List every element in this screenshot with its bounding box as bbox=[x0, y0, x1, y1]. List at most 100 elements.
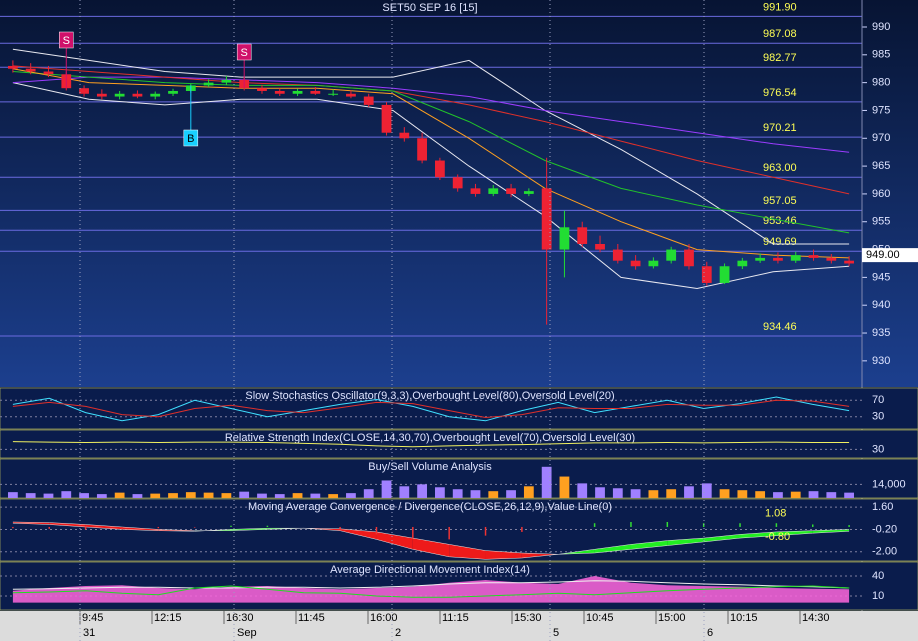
candle-body bbox=[826, 257, 837, 261]
date-label: Sep bbox=[237, 627, 257, 639]
macd-ribbon bbox=[340, 528, 377, 540]
y-tick-label: 945 bbox=[872, 271, 890, 283]
time-label: 16:00 bbox=[370, 612, 398, 624]
volume-bar bbox=[470, 490, 481, 498]
macd-ribbon bbox=[231, 528, 268, 531]
macd-value-label: 1.08 bbox=[765, 507, 786, 519]
volume-bar bbox=[577, 483, 588, 498]
time-label: 15:30 bbox=[514, 612, 542, 624]
candle-body bbox=[168, 90, 178, 94]
candle-body bbox=[577, 227, 588, 244]
moving-average bbox=[12, 65, 850, 195]
candle-body bbox=[790, 255, 801, 261]
candle-body bbox=[701, 266, 712, 283]
volume-bar bbox=[363, 489, 374, 498]
volume-bar bbox=[132, 494, 143, 498]
signal-marker bbox=[183, 129, 199, 147]
candle-body bbox=[8, 65, 18, 69]
candle-body bbox=[221, 79, 232, 83]
date-label: 31 bbox=[83, 627, 95, 639]
volume-bar bbox=[506, 490, 516, 498]
candle-body bbox=[381, 104, 392, 133]
band-lower bbox=[12, 82, 850, 290]
y-tick-label: 970 bbox=[872, 132, 890, 144]
volume-bar bbox=[559, 476, 570, 498]
level-label: 976.54 bbox=[763, 87, 797, 99]
volume-bar bbox=[310, 493, 321, 498]
candle-body bbox=[150, 93, 161, 97]
adx-line bbox=[12, 580, 850, 590]
band-upper bbox=[12, 48, 850, 245]
candle-body bbox=[452, 177, 463, 189]
candle-body bbox=[43, 71, 54, 75]
macd-ribbon bbox=[740, 531, 777, 539]
candle-body bbox=[630, 260, 641, 267]
rsi-line bbox=[12, 441, 850, 448]
time-label: 10:45 bbox=[586, 612, 614, 624]
volume-bar bbox=[844, 492, 854, 498]
sub-panel bbox=[0, 387, 918, 430]
volume-bar bbox=[826, 492, 837, 498]
volume-bar bbox=[79, 493, 89, 498]
panel-title: Average Directional Movement Index(14) bbox=[330, 564, 530, 576]
candle-body bbox=[470, 188, 481, 194]
y-tick-label: 10 bbox=[872, 590, 884, 602]
volume-bar bbox=[257, 493, 267, 498]
macd-ribbon bbox=[412, 538, 450, 557]
volume-bar bbox=[648, 490, 659, 498]
volume-bar bbox=[684, 486, 694, 498]
level-label: 949.69 bbox=[763, 236, 797, 248]
signal-marker bbox=[59, 31, 74, 49]
candle-body bbox=[844, 260, 854, 264]
y-tick-label: 965 bbox=[872, 160, 890, 172]
y-tick-label: 940 bbox=[872, 299, 890, 311]
date-label: 5 bbox=[553, 627, 559, 639]
volume-bar bbox=[523, 486, 534, 498]
stochastic-line bbox=[12, 396, 850, 422]
y-tick-label: 990 bbox=[872, 21, 890, 33]
volume-bar bbox=[773, 492, 783, 498]
candle-body bbox=[203, 82, 214, 86]
signal-label: S bbox=[63, 35, 70, 47]
signal-label: B bbox=[187, 133, 194, 145]
macd-ribbon bbox=[485, 550, 522, 560]
level-label: 987.08 bbox=[763, 28, 797, 40]
adx-area bbox=[12, 576, 850, 603]
macd-line bbox=[12, 521, 850, 555]
signal-marker bbox=[236, 43, 252, 61]
macd-value-label: -0.80 bbox=[765, 531, 790, 543]
time-label: 12:15 bbox=[154, 612, 182, 624]
y-tick-label: 30 bbox=[872, 411, 884, 423]
volume-bar bbox=[612, 488, 623, 498]
candle-body bbox=[25, 68, 36, 72]
volume-bar bbox=[168, 493, 178, 498]
candle-body bbox=[559, 227, 570, 250]
candle-body bbox=[346, 93, 356, 97]
candle-body bbox=[292, 90, 303, 94]
volume-bar bbox=[274, 494, 285, 498]
candle-body bbox=[363, 96, 374, 105]
moving-average bbox=[12, 76, 850, 153]
y-tick-label: 70 bbox=[872, 394, 884, 406]
volume-bar bbox=[452, 489, 463, 498]
level-label: 953.46 bbox=[763, 215, 797, 227]
candle-body bbox=[666, 249, 677, 261]
candle-body bbox=[755, 257, 766, 261]
level-label: 957.05 bbox=[763, 195, 797, 207]
last-price-label: 949.00 bbox=[866, 249, 900, 261]
panel-title: Relative Strength Index(CLOSE,14,30,70),… bbox=[225, 432, 635, 444]
volume-bar bbox=[8, 492, 18, 498]
macd-line bbox=[12, 522, 850, 560]
volume-bar bbox=[150, 493, 161, 498]
volume-bar bbox=[737, 490, 748, 498]
candle-body bbox=[274, 90, 285, 94]
y-tick-label: 975 bbox=[872, 104, 890, 116]
macd-ribbon bbox=[85, 524, 122, 530]
candle-body bbox=[719, 266, 730, 283]
y-tick-label: 30 bbox=[872, 443, 884, 455]
candle-body bbox=[541, 188, 552, 250]
volume-bar bbox=[185, 492, 196, 498]
volume-bar bbox=[346, 493, 356, 498]
y-tick-label: 1.60 bbox=[872, 501, 893, 513]
